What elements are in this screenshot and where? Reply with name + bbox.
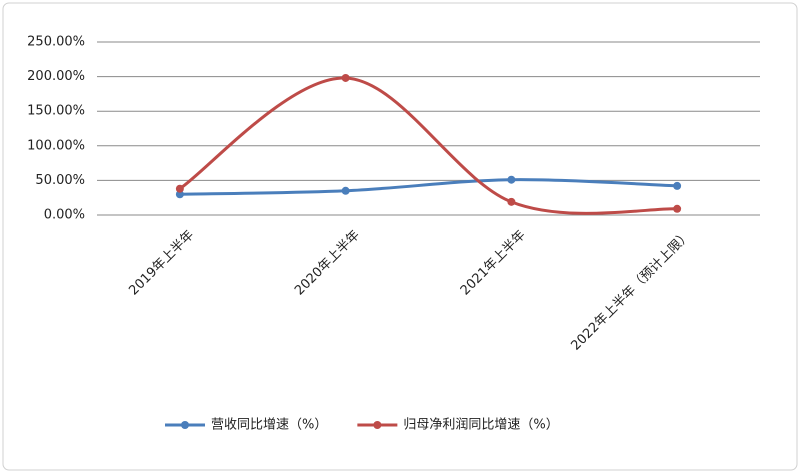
series-line [179,178,678,196]
legend-marker [373,421,382,429]
data-point [341,73,350,82]
data-point [175,184,184,193]
series-line [179,76,678,215]
data-point [673,204,682,213]
data-point [341,186,350,195]
legend-label: 营收同比增速（%） [211,418,327,433]
y-tick-label: 0.00% [44,208,85,223]
y-tick-label: 150.00% [27,104,85,119]
y-tick-label: 200.00% [27,69,85,84]
legend-marker [181,421,189,429]
y-tick-label: 250.00% [27,35,85,50]
data-point [175,190,184,199]
data-point [507,175,516,184]
y-tick-label: 100.00% [27,138,85,153]
legend-label: 归母净利润同比增速（%） [403,418,558,433]
y-tick-label: 50.00% [35,173,85,188]
data-point [507,197,516,206]
data-point [673,181,682,190]
